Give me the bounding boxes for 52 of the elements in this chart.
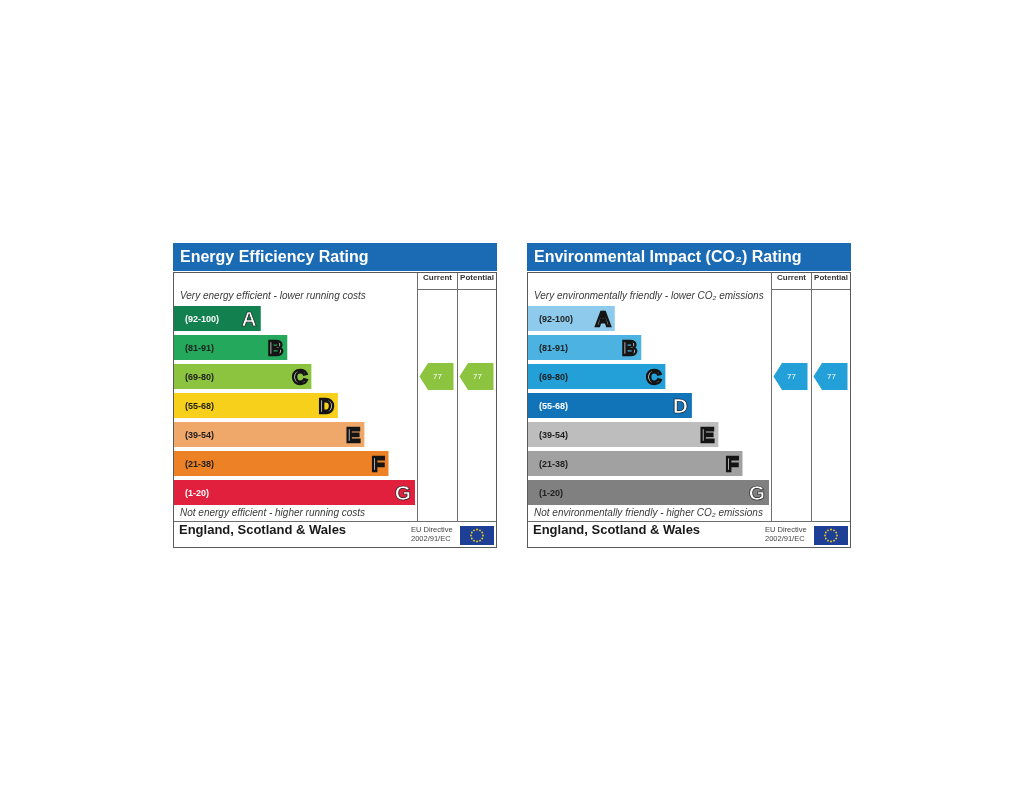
text: England, Scotland & Wales bbox=[533, 522, 701, 539]
y-tick-label: C bbox=[292, 364, 308, 388]
annotation: (1-20) bbox=[539, 487, 564, 498]
y-tick-label: F bbox=[725, 451, 739, 475]
bar bbox=[174, 393, 338, 418]
y-tick-label: B bbox=[622, 335, 638, 359]
annotation: (21-38) bbox=[185, 458, 215, 469]
annotation: Not energy efficient - higher running costs bbox=[180, 507, 366, 520]
annotation: Not environmentally friendly - higher CO₂ emissions bbox=[534, 507, 763, 520]
text: 77 bbox=[433, 371, 443, 381]
bar bbox=[174, 480, 415, 505]
y-tick-label: A bbox=[241, 306, 257, 330]
y-tick-label: E bbox=[346, 422, 361, 446]
annotation: Very environmentally friendly - lower CO₂ emissions bbox=[534, 290, 764, 303]
y-tick-label: D bbox=[318, 393, 334, 417]
bar bbox=[528, 451, 743, 476]
text: Potential bbox=[813, 273, 849, 284]
text: Current bbox=[776, 273, 807, 284]
annotation: (69-80) bbox=[185, 371, 215, 382]
bar bbox=[528, 480, 769, 505]
annotation: (81-91) bbox=[185, 342, 215, 353]
y-tick-label: G bbox=[394, 480, 411, 504]
annotation: (55-68) bbox=[539, 400, 569, 411]
text: Current bbox=[422, 273, 453, 284]
y-tick-label: C bbox=[646, 364, 662, 388]
y-tick-label: D bbox=[672, 393, 688, 417]
annotation: (92-100) bbox=[539, 313, 574, 324]
annotation: (92-100) bbox=[185, 313, 220, 324]
text: England, Scotland & Wales bbox=[179, 522, 347, 539]
y-tick-label: F bbox=[371, 451, 385, 475]
annotation: (21-38) bbox=[539, 458, 569, 469]
annotation: Very energy efficient - lower running costs bbox=[180, 290, 366, 303]
bar bbox=[528, 393, 692, 418]
chart-title: Energy Efficiency Rating bbox=[180, 248, 369, 265]
text: Potential bbox=[459, 273, 495, 284]
annotation: (39-54) bbox=[539, 429, 569, 440]
annotation: (81-91) bbox=[539, 342, 569, 353]
y-tick-label: B bbox=[268, 335, 284, 359]
y-tick-label: A bbox=[595, 306, 611, 330]
text: 77 bbox=[473, 371, 483, 381]
text: 77 bbox=[827, 371, 837, 381]
bar bbox=[174, 422, 365, 447]
annotation: (69-80) bbox=[539, 371, 569, 382]
annotation: (55-68) bbox=[185, 400, 215, 411]
annotation: (39-54) bbox=[185, 429, 215, 440]
text: 77 bbox=[787, 371, 797, 381]
y-tick-label: E bbox=[700, 422, 715, 446]
bar bbox=[174, 451, 389, 476]
annotation: (1-20) bbox=[185, 487, 210, 498]
y-tick-label: G bbox=[748, 480, 765, 504]
bar bbox=[528, 422, 719, 447]
chart-title: Environmental Impact (CO₂) Rating bbox=[534, 248, 802, 265]
